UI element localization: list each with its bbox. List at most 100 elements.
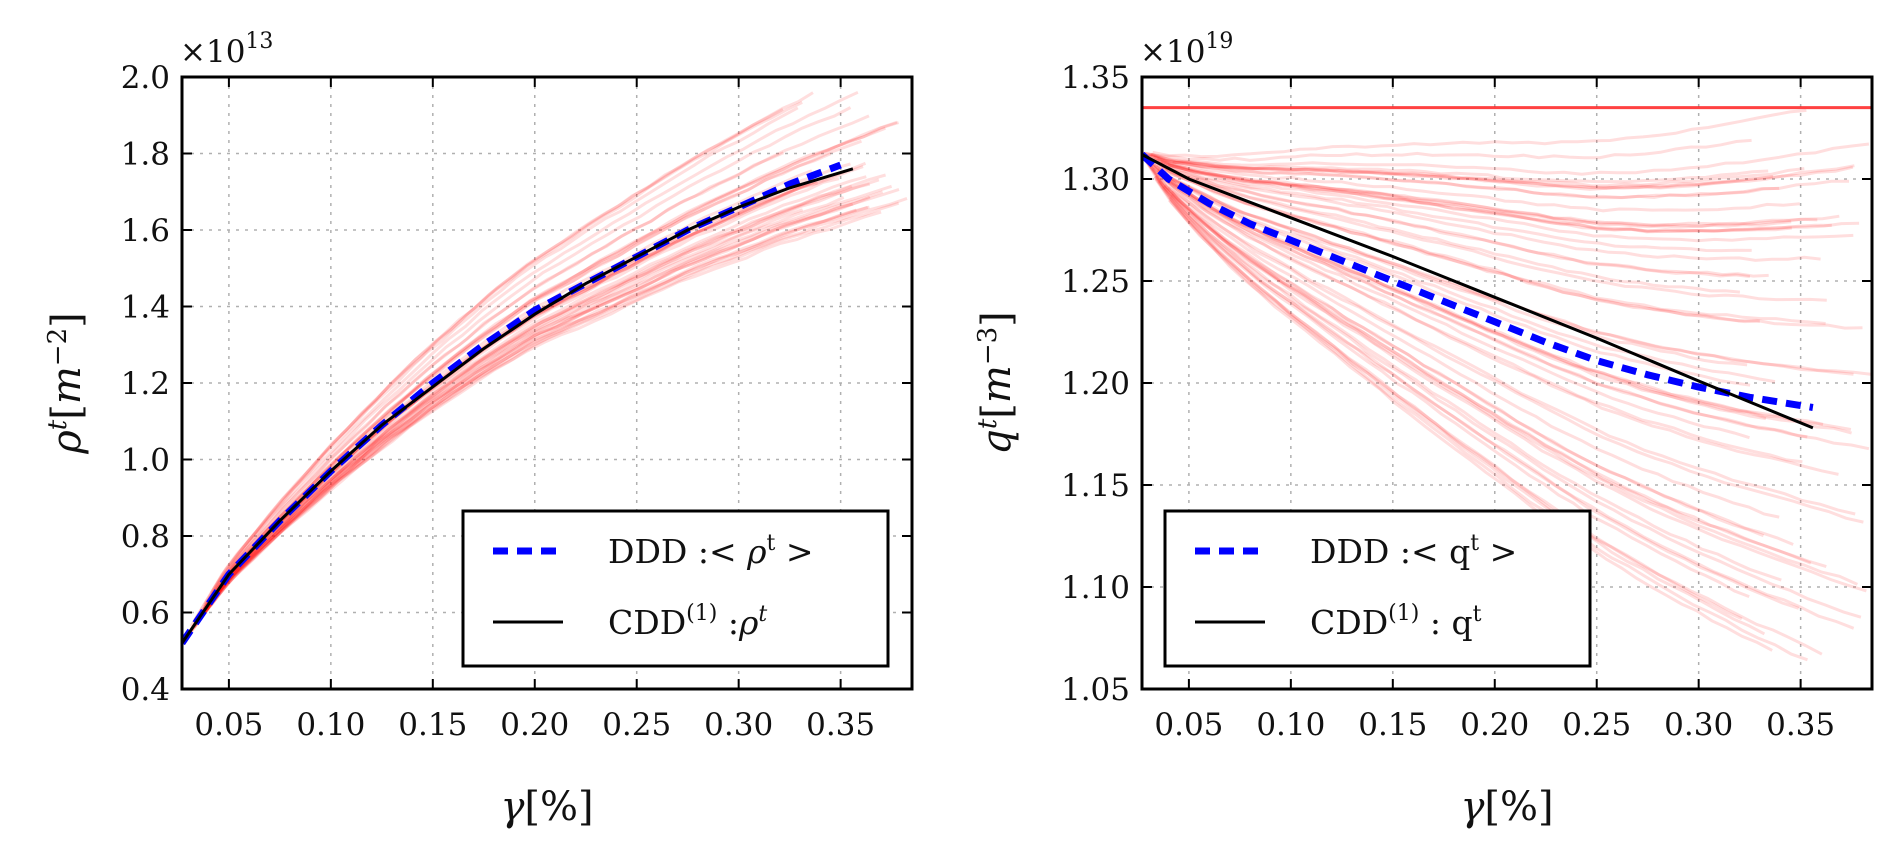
right-ylabel-bracket-close: ] [974,311,1020,327]
right-ensemble-run [1144,158,1867,593]
left-legend-cdd-sup: (1) [686,601,717,626]
right-legend-box [1163,509,1592,668]
left-ensemble-run [182,182,871,641]
left-legend-ddd-main: DDD :< [608,532,747,571]
right-ensemble-run [1170,177,1748,367]
left-ylabel: ρt[m−2] [43,312,90,454]
right-ensemble-run [1160,161,1854,243]
left-ensemble-run [205,210,882,611]
right-ensemble-run [1147,153,1850,200]
left-ytick-label: 0.6 [121,596,170,632]
right-grid [1142,77,1872,689]
left-xlabel-gamma: γ [500,784,524,830]
right-ensemble-run [1144,159,1782,582]
right-chart: 0.05 0.10 0.15 0.20 0.25 0.30 0.35 1.05 1.10 1.15… [973,29,1874,830]
right-ensemble-run [1153,155,1780,200]
left-xtick-label: 0.20 [500,707,569,743]
left-xtick-label: 0.10 [296,707,365,743]
left-ensemble-run [193,202,854,629]
right-ytick-label: 1.05 [1061,672,1130,708]
right-ylabel-exp: −3 [973,327,1003,365]
left-ensemble-run [196,121,900,621]
left-offset-text: ×1013 [180,29,273,70]
right-xtick-label: 0.30 [1664,707,1733,743]
right-xlabel-unit: [%] [1484,784,1553,830]
right-ensemble-run [1161,186,1750,599]
left-ensemble-run [189,101,803,627]
left-ensemble-run [186,184,893,637]
left-ensemble-run [200,178,880,616]
left-ensemble-run [207,126,886,605]
right-ensemble-run [1160,159,1832,233]
left-legend-cdd-symsup: t [758,602,767,627]
right-ensemble-run [1156,156,1818,228]
left-legend-ddd: DDD :< ρt > [608,531,814,571]
right-ensemble-run [1143,153,1800,213]
right-xtick-label: 0.25 [1562,707,1631,743]
right-xtick-label: 0.20 [1460,707,1529,743]
left-ytick-label: 1.8 [121,137,170,173]
left-ylabel-m: m [44,366,90,404]
right-xlabel-gamma: γ [1460,784,1484,830]
right-offset-exp: 19 [1205,29,1233,54]
right-ensemble-run [1154,174,1862,619]
left-legend-box [461,509,890,668]
left-ylabel-rho: ρ [44,430,90,455]
left-ensemble-run [184,184,853,639]
left-xlabel: γ[%] [500,784,593,830]
right-legend-cdd-symsup: t [1473,602,1482,627]
left-ensemble-run [198,195,871,622]
right-ytick-label: 1.30 [1061,162,1130,198]
right-ylabel-m: m [974,365,1020,403]
right-ytick-label: 1.10 [1061,570,1130,606]
left-ensemble-run [182,190,884,644]
left-ylabel-bracket-close: ] [44,312,90,328]
right-ensemble-run [1158,170,1852,431]
left-legend-ddd-sym: ρ [746,532,767,571]
left-ensemble-run [211,187,900,603]
left-ylabel-sup: t [43,419,73,430]
left-offset-exp: 13 [245,29,273,54]
right-ensemble-run [1152,108,1807,159]
left-ytick-label: 1.4 [121,290,170,326]
right-ensemble-run [1146,155,1792,234]
right-ensemble-run [1144,160,1800,610]
right-ensemble-run [1150,164,1852,435]
right-ensemble-run [1172,160,1774,190]
right-ytick-label: 1.25 [1061,264,1130,300]
left-legend-cdd: CDD(1) :ρt [608,601,767,642]
left-legend-ddd-sup: t [767,531,776,556]
left-legend-cdd-main: CDD [608,603,686,642]
right-ensemble-run [1152,157,1769,278]
right-ensemble-run [1146,161,1765,538]
right-ensemble-run [1142,154,1859,586]
right-ensemble-run [1167,163,1840,227]
right-ensemble-run [1170,190,1780,519]
right-ytick-label: 1.15 [1061,468,1130,504]
right-ensemble-run [1168,196,1823,656]
left-offset-times: ×10 [180,34,245,70]
right-ensemble-run [1143,152,1752,253]
left-ensemble-run [193,107,784,621]
left-ytick-label: 1.2 [121,366,170,402]
right-ensemble-run [1161,164,1741,294]
left-ytick-label: 1.0 [121,443,170,479]
right-ensemble-run [1161,176,1839,476]
right-ensemble-run [1158,162,1751,278]
right-ensemble-run [1168,165,1821,262]
right-ensemble-run [1151,167,1856,516]
right-ylabel-q: q [974,429,1020,455]
left-ytick-label: 0.4 [121,672,170,708]
right-ylabel-bracket-open: [ [974,403,1020,419]
right-ytick-label: 1.20 [1061,366,1130,402]
left-ensemble-run [194,196,845,626]
right-ensemble-run [1153,163,1776,384]
left-ensemble-run [203,90,859,608]
left-ensemble-run [192,151,785,626]
right-ensemble-run [1164,168,1826,325]
right-offset-text: ×1019 [1140,29,1233,70]
right-ensemble-run [1168,199,1773,652]
right-legend-cdd-sup: (1) [1388,601,1419,626]
left-ytick-label: 1.6 [121,213,170,249]
